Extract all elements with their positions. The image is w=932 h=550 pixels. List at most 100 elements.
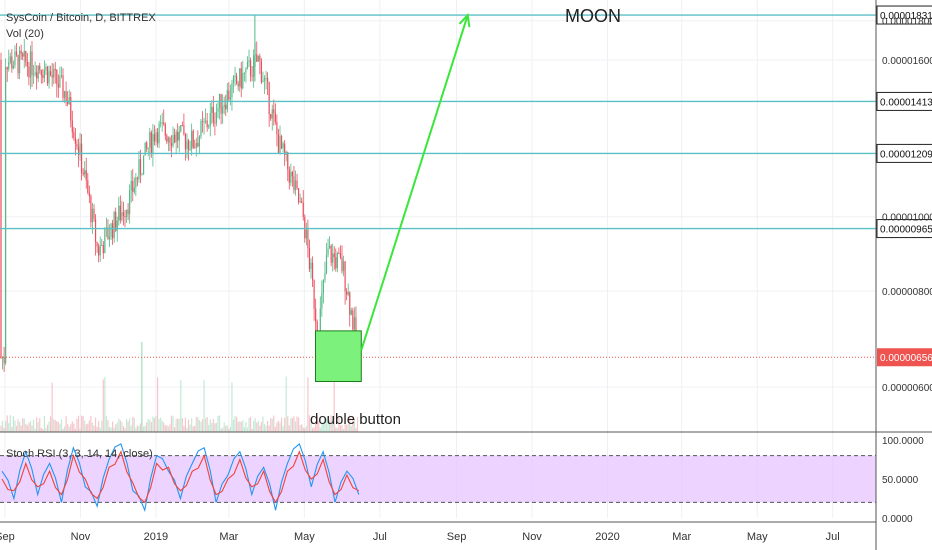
y-tick-label: 0.00001600 [882, 56, 932, 67]
volume-bar [161, 420, 163, 432]
volume-bar [201, 419, 204, 432]
candle-body [93, 208, 95, 219]
volume-bar [115, 424, 117, 432]
candle-body [28, 66, 30, 78]
volume-bar [25, 423, 27, 432]
volume-bar [177, 418, 179, 432]
volume-bar [212, 419, 214, 432]
volume-spike [141, 342, 143, 432]
volume-bar [274, 426, 276, 432]
candle-body [324, 273, 326, 280]
candle-body [115, 211, 117, 231]
volume-bar [129, 418, 131, 432]
volume-bar [36, 417, 38, 432]
candle-body [96, 242, 98, 247]
x-tick-label: 2019 [144, 531, 168, 543]
volume-bar [315, 422, 317, 432]
annotations[interactable] [315, 13, 471, 382]
volume-bar [290, 418, 292, 432]
candle-body [132, 180, 134, 192]
level-price-tag [876, 219, 932, 239]
candle-body [40, 69, 42, 76]
candle-body [308, 248, 311, 269]
volume-bar [270, 418, 272, 432]
candle-body [212, 106, 214, 123]
candle-body [251, 75, 253, 77]
volume-bar [304, 428, 306, 432]
volume-bar [319, 427, 321, 432]
candle-body [209, 113, 211, 127]
candle-body [85, 170, 87, 181]
candle-body [113, 211, 115, 239]
candle-body [51, 74, 53, 78]
volume-bar [245, 422, 247, 432]
volume-bar [167, 426, 169, 432]
candle-body [211, 106, 213, 114]
candle-body [107, 227, 109, 240]
x-tick-label: Sep [447, 531, 467, 543]
volume-bar [249, 416, 252, 432]
volume-bar [218, 415, 221, 432]
volume-bar [54, 420, 56, 432]
candle-body [184, 134, 187, 150]
volume-bar [93, 425, 95, 432]
volume-bar [243, 427, 245, 432]
volume-bar [192, 426, 194, 432]
volume-bar [158, 419, 160, 432]
volume-bar [205, 418, 207, 432]
candle-body [139, 159, 142, 175]
volume-bar [94, 417, 97, 432]
level-price-tag [876, 5, 932, 25]
candle-body [160, 122, 162, 124]
candle-body [39, 65, 41, 70]
volume-bar [256, 422, 258, 432]
volume-bar [45, 427, 47, 432]
volume-bar [139, 423, 142, 432]
candle-body [217, 107, 219, 112]
volume-bar [84, 420, 86, 432]
candle-body [257, 56, 259, 62]
volume-bar [102, 379, 104, 432]
candle-body [116, 220, 118, 231]
candle-body [186, 140, 188, 150]
volume-bar [53, 419, 55, 432]
volume-bar [46, 424, 49, 432]
volume-bar [260, 421, 262, 432]
volume-bar [254, 418, 256, 432]
volume-bar [98, 421, 100, 432]
volume-bar [325, 417, 328, 432]
candle-body [121, 212, 123, 221]
stoch-band [0, 455, 876, 503]
candle-body [321, 293, 323, 309]
candle-body [332, 253, 334, 263]
candle-body [201, 121, 204, 123]
candle-body [122, 212, 125, 216]
candle-body [195, 143, 197, 148]
horizontal-levels[interactable]: 0.00001831 0.00001413 0.00001209 0.00000965… [0, 5, 932, 367]
volume-bar [195, 416, 197, 432]
candle-body [53, 69, 55, 78]
volume-bar [293, 416, 295, 432]
candle-body [231, 83, 233, 98]
x-tick-label: Sep [0, 531, 15, 543]
candle-body [189, 148, 191, 150]
volume-bar [353, 419, 355, 432]
volume-bar [347, 424, 349, 432]
candle-body [94, 218, 97, 243]
volume-bar [152, 416, 154, 432]
volume-bar [81, 415, 83, 432]
candle-body [127, 209, 129, 215]
volume-bar [73, 423, 75, 432]
candle-body [74, 137, 76, 144]
volume-bar [79, 427, 81, 432]
volume-bar [279, 422, 281, 432]
volume-bar [146, 422, 148, 432]
candle-body [136, 177, 138, 180]
candle-body [46, 66, 49, 84]
volume-bar [160, 417, 162, 432]
candle-body [310, 262, 312, 269]
volume-bar [327, 418, 329, 432]
candle-body [110, 223, 112, 237]
candle-body [65, 91, 67, 103]
